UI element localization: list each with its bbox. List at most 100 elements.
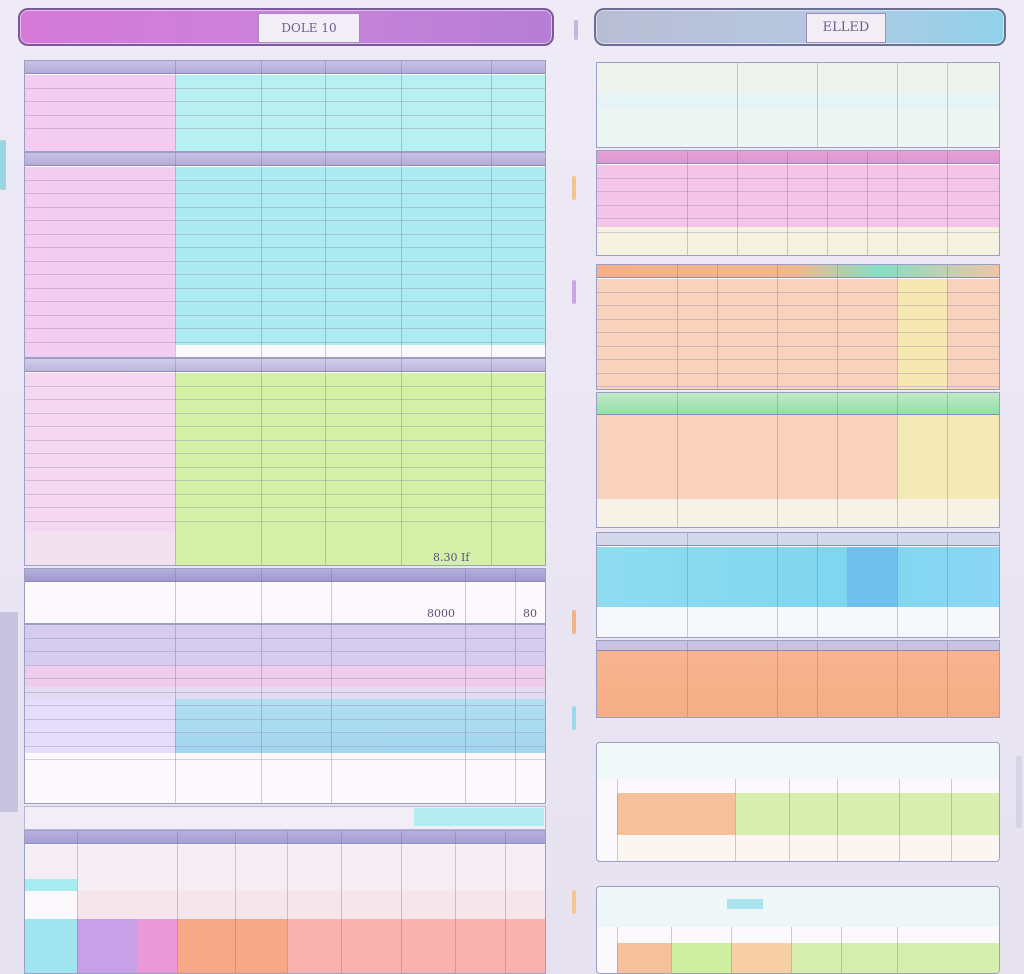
table-row[interactable] [25, 235, 545, 248]
table-row[interactable] [25, 289, 545, 302]
table-row[interactable] [597, 360, 999, 374]
sheet-block-2[interactable] [24, 152, 546, 358]
table-row[interactable] [25, 102, 545, 116]
column-divider [465, 625, 466, 803]
right-card-2[interactable] [596, 886, 1000, 974]
table-row[interactable] [25, 275, 545, 289]
right-card-1[interactable] [596, 742, 1000, 862]
column-divider [837, 393, 838, 527]
table-row[interactable] [597, 179, 999, 192]
right-sheet-6[interactable] [596, 640, 1000, 718]
band-sky-mark [847, 547, 897, 607]
column-divider [671, 927, 672, 973]
table-row[interactable] [597, 347, 999, 360]
table-row[interactable] [25, 221, 545, 235]
table-row[interactable] [25, 693, 545, 706]
right-title-badge[interactable]: ELLED [806, 13, 886, 43]
table-row[interactable] [25, 262, 545, 275]
table-row[interactable] [25, 248, 545, 262]
table-row[interactable] [25, 400, 545, 414]
table-row[interactable] [25, 639, 545, 652]
table-row[interactable] [25, 706, 545, 720]
sheet-block-6[interactable] [24, 830, 546, 974]
table-row[interactable] [597, 219, 999, 233]
divider-marker [572, 176, 576, 200]
table-row[interactable] [25, 733, 545, 747]
left-spreadsheet-panel: DOLE 10 [18, 0, 554, 974]
table-row[interactable] [25, 481, 545, 495]
table-row[interactable] [25, 181, 545, 194]
table-row[interactable] [25, 720, 545, 733]
table-row[interactable] [597, 192, 999, 206]
right-sheet-4[interactable] [596, 392, 1000, 528]
table-row[interactable] [25, 625, 545, 639]
table-row[interactable] [25, 666, 545, 679]
table-row[interactable] [25, 75, 545, 89]
table-row[interactable] [25, 652, 545, 666]
table-row[interactable] [597, 279, 999, 293]
sheet-block-5[interactable] [24, 624, 546, 804]
table-row[interactable] [25, 387, 545, 400]
table-row[interactable] [25, 747, 545, 760]
sheet-block-4[interactable]: 8000 80 [24, 568, 546, 624]
column-divider [325, 61, 326, 151]
sheet-block-3[interactable]: 8.30 If [24, 358, 546, 566]
table-row[interactable] [25, 468, 545, 481]
band-cyan [25, 919, 77, 973]
right-sheet-2[interactable] [596, 150, 1000, 256]
side-tab[interactable] [1016, 756, 1022, 828]
table-row[interactable] [597, 320, 999, 333]
table-row[interactable] [25, 373, 545, 387]
column-divider [325, 153, 326, 357]
table-row[interactable] [597, 206, 999, 219]
column-divider [897, 63, 898, 147]
left-title-badge[interactable]: DOLE 10 [258, 13, 360, 43]
column-divider [687, 641, 688, 717]
table-row[interactable] [597, 374, 999, 387]
table-row[interactable] [25, 329, 545, 343]
column-divider [837, 265, 838, 389]
sheet-block-1[interactable] [24, 60, 546, 152]
table-row[interactable] [25, 167, 545, 181]
column-divider [677, 265, 678, 389]
column-divider [777, 393, 778, 527]
column-divider [899, 779, 900, 861]
table-row[interactable] [25, 427, 545, 441]
side-tab[interactable] [0, 140, 6, 190]
table-row[interactable] [25, 302, 545, 316]
right-sheet-1[interactable] [596, 62, 1000, 148]
table-row[interactable] [597, 306, 999, 320]
right-sheet-3[interactable] [596, 264, 1000, 390]
table-row[interactable] [25, 414, 545, 427]
table-row[interactable] [25, 208, 545, 221]
table-row[interactable] [597, 333, 999, 347]
table-row[interactable] [25, 495, 545, 508]
card-header [597, 743, 999, 779]
sheet4-total: 8000 [427, 607, 455, 620]
table-row[interactable] [25, 316, 545, 329]
band-blue-pale [597, 93, 999, 109]
table-row[interactable] [597, 293, 999, 306]
column-divider [947, 151, 948, 255]
side-tab[interactable] [0, 612, 18, 812]
table-row[interactable] [25, 116, 545, 129]
right-sheet-5[interactable] [596, 532, 1000, 638]
table-row[interactable] [25, 679, 545, 693]
column-divider [947, 63, 948, 147]
table-row[interactable] [25, 89, 545, 102]
right-title-bar[interactable]: ELLED [594, 8, 1006, 46]
table-row[interactable] [597, 165, 999, 179]
table-row[interactable] [25, 441, 545, 454]
divider-marker [572, 280, 576, 304]
column-divider [817, 641, 818, 717]
table-row[interactable] [25, 508, 545, 522]
divider-marker [572, 706, 576, 730]
band-peach [287, 919, 545, 973]
table-row[interactable] [25, 194, 545, 208]
column-divider [401, 153, 402, 357]
sheet4-total-right: 80 [523, 607, 537, 620]
left-title-bar[interactable]: DOLE 10 [18, 8, 554, 46]
table-row[interactable] [25, 454, 545, 468]
column-divider [947, 393, 948, 527]
column-divider [505, 831, 506, 973]
